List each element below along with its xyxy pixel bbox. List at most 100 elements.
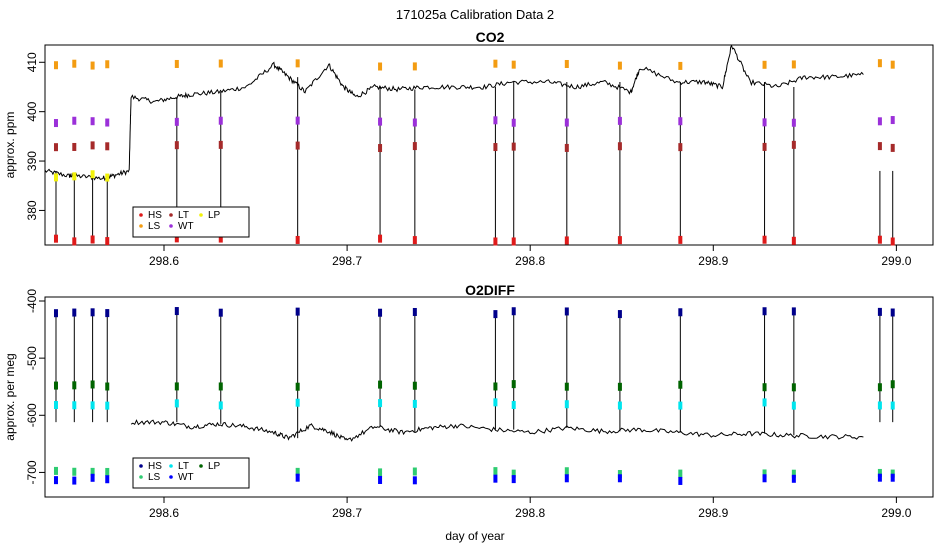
marker-ls: [412, 62, 417, 71]
marker-ls: [877, 468, 882, 477]
marker-hs: [877, 235, 882, 244]
marker-ls: [72, 59, 77, 68]
marker-lp: [890, 380, 895, 389]
marker-wt: [412, 476, 417, 485]
marker-wt: [617, 474, 622, 483]
legend-label-lp: LP: [208, 210, 221, 221]
marker-wt: [678, 476, 683, 485]
marker-ls: [890, 469, 895, 478]
marker-wt: [493, 474, 498, 483]
marker-wt: [890, 473, 895, 482]
co2-x-axis: 298.6 298.7 298.8 298.9 299.0: [149, 245, 912, 268]
marker-lt: [378, 399, 383, 408]
marker-lt: [890, 401, 895, 410]
marker-wt: [105, 475, 110, 484]
marker-lt: [617, 401, 622, 410]
legend-marker-lt: [169, 213, 173, 217]
marker-wt: [511, 118, 516, 127]
marker-wt: [378, 475, 383, 484]
o2diff-series-layer: [53, 307, 895, 485]
o2diff-y-axis-label: approx. per meg: [3, 353, 17, 440]
legend-label-wt: WT: [178, 472, 194, 483]
marker-hs: [617, 310, 622, 319]
marker-ls: [378, 62, 383, 71]
legend-label-hs: HS: [148, 210, 162, 221]
legend-marker-lt: [169, 464, 173, 468]
marker-hs: [890, 237, 895, 246]
marker-lt: [511, 142, 516, 151]
legend-label-ls: LS: [148, 221, 161, 232]
marker-lt: [218, 140, 223, 149]
marker-wt: [295, 473, 300, 482]
marker-hs: [617, 236, 622, 245]
marker-wt: [174, 117, 179, 126]
baseline-trace: [130, 419, 864, 442]
x-tick-label: 298.6: [149, 506, 179, 520]
marker-lt: [762, 142, 767, 151]
marker-lt: [678, 143, 683, 152]
marker-lp: [511, 380, 516, 389]
marker-lt: [174, 399, 179, 408]
o2diff-legend-box: [132, 457, 250, 489]
marker-lp: [678, 380, 683, 389]
marker-hs: [174, 307, 179, 316]
x-tick-label: 298.6: [149, 254, 179, 268]
marker-hs: [678, 235, 683, 244]
marker-lt: [90, 401, 95, 410]
x-tick-label: 298.7: [332, 254, 362, 268]
marker-wt: [53, 119, 58, 128]
marker-wt: [493, 116, 498, 125]
marker-ls: [762, 469, 767, 478]
marker-lp: [378, 380, 383, 389]
marker-ls: [218, 59, 223, 68]
marker-hs: [762, 307, 767, 316]
o2diff-plot-frame: [44, 296, 934, 498]
marker-lt: [53, 143, 58, 152]
marker-lt: [493, 143, 498, 152]
co2-title: CO2: [476, 29, 505, 45]
marker-wt: [218, 116, 223, 125]
marker-hs: [218, 308, 223, 317]
y-tick-label: -600: [25, 403, 39, 427]
marker-ls: [791, 469, 796, 478]
marker-hs: [412, 307, 417, 316]
marker-lt: [295, 141, 300, 150]
marker-ls: [53, 466, 58, 475]
o2diff-x-axis: 298.6 298.7 298.8 298.9 299.0: [149, 497, 912, 520]
marker-lt: [72, 142, 77, 151]
marker-lp: [105, 382, 110, 391]
marker-ls: [762, 60, 767, 69]
legend-marker-wt: [169, 224, 173, 228]
marker-ls: [617, 470, 622, 479]
marker-lt: [791, 140, 796, 149]
marker-hs: [493, 237, 498, 246]
marker-ls: [564, 467, 569, 476]
marker-lt: [877, 142, 882, 151]
y-tick-label: -500: [25, 346, 39, 370]
x-tick-label: 298.8: [515, 254, 545, 268]
legend-marker-lp: [199, 213, 203, 217]
marker-ls: [511, 469, 516, 478]
marker-hs: [90, 235, 95, 244]
marker-lp: [564, 382, 569, 391]
marker-hs: [564, 307, 569, 316]
marker-lp: [218, 382, 223, 391]
o2diff-panel: O2DIFF approx. per meg day of year 298.6…: [3, 282, 934, 543]
marker-wt: [617, 116, 622, 125]
marker-lp: [53, 173, 58, 182]
marker-lt: [412, 399, 417, 408]
marker-ls: [877, 59, 882, 68]
y-tick-label: 400: [25, 101, 39, 121]
co2-plot-frame: [44, 44, 934, 246]
marker-lt: [72, 401, 77, 410]
marker-lp: [174, 382, 179, 391]
marker-lp: [493, 382, 498, 391]
legend-marker-hs: [139, 213, 143, 217]
marker-wt: [53, 476, 58, 485]
marker-hs: [762, 235, 767, 244]
marker-lp: [762, 383, 767, 392]
marker-lt: [295, 398, 300, 407]
y-tick-label: -400: [25, 289, 39, 313]
marker-ls: [105, 60, 110, 69]
